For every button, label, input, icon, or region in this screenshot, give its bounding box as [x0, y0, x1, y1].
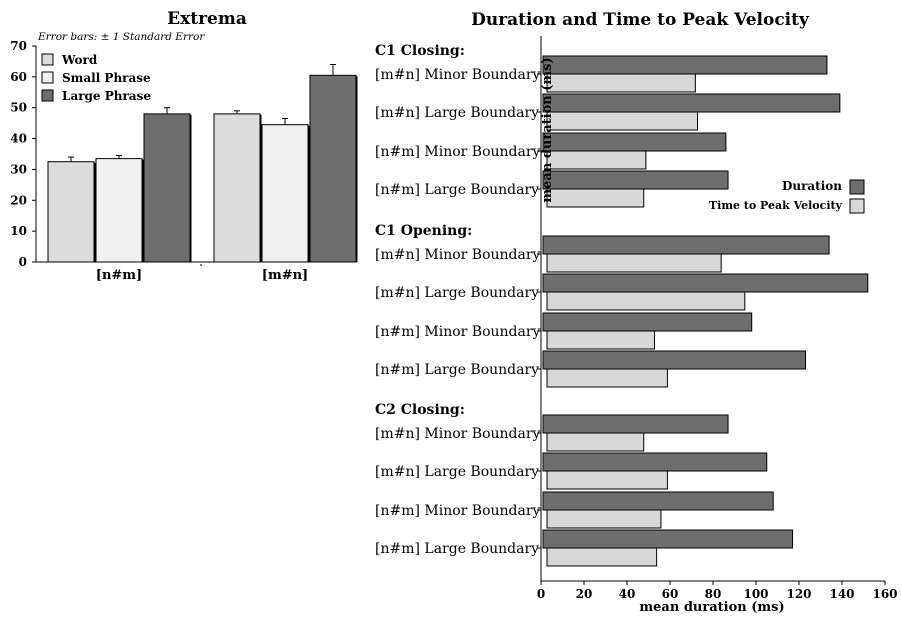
bar — [542, 312, 753, 332]
group-label: C1 Closing: — [375, 43, 465, 59]
bar — [546, 253, 722, 273]
bar — [542, 452, 768, 472]
legend-swatch — [41, 89, 54, 102]
bar — [542, 132, 727, 152]
x-tick-label: 120 — [786, 587, 811, 601]
bar — [213, 113, 261, 263]
bar — [546, 547, 658, 567]
x-tick-label: 80 — [705, 587, 722, 601]
bar — [546, 150, 647, 170]
group-label: C1 Opening: — [375, 223, 472, 239]
bar — [542, 350, 806, 370]
y-tick-label: 20 — [10, 193, 27, 207]
bar — [546, 188, 645, 208]
x-tick-label: 20 — [576, 587, 593, 601]
x-tick-label: 140 — [829, 587, 854, 601]
legend-label: Word — [61, 53, 98, 67]
y-tick-label: 50 — [10, 101, 27, 115]
row-label: [n#m] Minor Boundary — [375, 144, 541, 160]
duration-chart: 0 20 40 60 80 100 120 140 160 C1 Closing: [m#n] Mi… — [375, 36, 898, 601]
row-label: [n#m] Minor Boundary — [375, 324, 541, 340]
extrema-title: Extrema — [167, 9, 247, 29]
row-label: [m#n] Large Boundary — [375, 285, 539, 301]
bar — [546, 291, 746, 311]
y-tick-label: 10 — [10, 224, 27, 238]
x-tick-label: 60 — [662, 587, 679, 601]
x-tick-label: 0 — [537, 587, 545, 601]
bar — [95, 158, 143, 263]
legend-label: Time to Peak Velocity — [709, 199, 843, 212]
row-label: [n#m] Minor Boundary — [375, 503, 541, 519]
row-label: [n#m] Large Boundary — [375, 362, 539, 378]
x-tick-label: [m#n] — [262, 268, 308, 283]
bar — [546, 111, 698, 131]
legend-swatch — [41, 53, 54, 66]
legend-label: Small Phrase — [62, 71, 151, 85]
legend-swatch — [849, 198, 865, 214]
legend-swatch — [41, 71, 54, 84]
row-label: [m#n] Large Boundary — [375, 464, 539, 480]
x-tick-label: 160 — [872, 587, 897, 601]
y-tick-label: 60 — [10, 70, 27, 84]
x-tick-label: 100 — [743, 587, 768, 601]
row-label: [n#m] Large Boundary — [375, 541, 539, 557]
y-tick-label: 40 — [10, 132, 27, 146]
bar — [546, 470, 668, 490]
bar — [542, 93, 841, 113]
row-label: [m#n] Minor Boundary — [375, 426, 541, 442]
x-tick-label: [n#m] — [96, 268, 142, 283]
bar — [546, 330, 655, 350]
bar — [309, 74, 357, 263]
bar — [261, 124, 309, 263]
bar — [542, 491, 774, 511]
x-tick-label: 40 — [619, 587, 636, 601]
bar — [542, 235, 830, 255]
row-label: [m#n] Minor Boundary — [375, 67, 541, 83]
row-label: [m#n] Minor Boundary — [375, 247, 541, 263]
y-tick-label: 70 — [10, 39, 27, 53]
bar — [143, 113, 191, 263]
bar — [546, 368, 668, 388]
row-label: [m#n] Large Boundary — [375, 105, 539, 121]
legend-label: Duration — [782, 179, 842, 193]
error-bars-note: Error bars: ± 1 Standard Error — [37, 31, 205, 43]
duration-title: Duration and Time to Peak Velocity — [471, 10, 810, 30]
legend-swatch — [849, 179, 865, 195]
bar — [542, 529, 794, 549]
extrema-chart: 0 10 20 30 40 50 60 70 [n#m] [m#n] Word Small Phras… — [10, 39, 358, 283]
group-label: C2 Closing: — [375, 402, 465, 418]
bar — [47, 161, 95, 263]
y-axis-label-overlap: mean duration (ms) — [540, 57, 555, 202]
bar — [542, 55, 828, 75]
bar — [546, 73, 696, 93]
bar — [542, 170, 729, 190]
bar — [546, 509, 662, 529]
y-tick-label: 30 — [10, 162, 27, 176]
bar — [542, 414, 729, 434]
x-axis-label: mean duration (ms) — [639, 600, 784, 615]
row-label: [n#m] Large Boundary — [375, 182, 539, 198]
bar — [546, 432, 645, 452]
legend-label: Large Phrase — [62, 89, 151, 103]
y-tick-label: 0 — [19, 255, 27, 269]
bar — [542, 273, 869, 293]
